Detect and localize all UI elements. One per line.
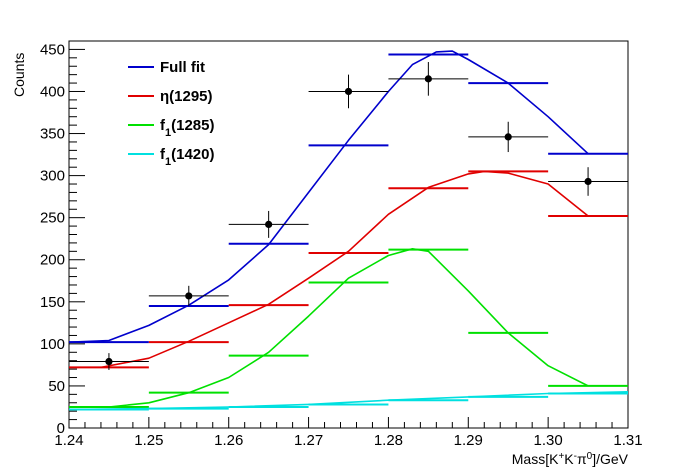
x-tick-label: 1.25: [134, 432, 163, 449]
data-point: [424, 75, 432, 83]
data-points-layer: [69, 62, 628, 370]
data-point: [344, 87, 353, 96]
y-axis-title: Counts: [11, 53, 27, 97]
y-tick-label: 150: [40, 294, 65, 311]
y-tick-label: 250: [40, 210, 65, 227]
x-tick-label: 1.27: [294, 432, 323, 449]
x-tick-label: 1.29: [454, 432, 483, 449]
x-tick-label: 1.26: [214, 432, 243, 449]
y-tick-label: 400: [40, 83, 65, 100]
y-tick-label: 450: [40, 41, 65, 58]
data-point: [185, 292, 193, 300]
y-tick-label: 50: [48, 378, 65, 395]
fit-curve-f1-1420-: [68, 391, 629, 411]
data-point: [584, 177, 592, 186]
legend-label: η(1295): [160, 88, 213, 105]
data-point: [265, 220, 273, 229]
legend-label: f1(1420): [160, 146, 214, 168]
fit-curve-full-fit: [68, 50, 589, 343]
fit-curve-f1-1285-: [69, 248, 589, 408]
x-tick-label: 1.24: [54, 432, 83, 449]
data-point: [105, 357, 113, 366]
data-point: [504, 133, 512, 141]
y-tick-label: 100: [40, 336, 65, 353]
legend: Full fit η(1295) f1(1285) f1(1420): [128, 59, 214, 168]
y-tick-label: 350: [40, 126, 65, 143]
axes-layer: 1.24 1.25 1.26 1.27 1.28 1.29 1.30 1.31 0 50 100 15…: [40, 40, 643, 449]
fit-curve--1295-: [100, 170, 589, 369]
x-tick-label: 1.30: [534, 432, 563, 449]
y-tick-label: 0: [57, 420, 65, 437]
legend-label: Full fit: [160, 59, 205, 76]
x-axis-title: Mass[K+K-π0]/GeV: [512, 451, 629, 468]
legend-label: f1(1285): [160, 117, 214, 139]
y-tick-label: 300: [40, 168, 65, 185]
x-tick-label: 1.31: [613, 432, 642, 449]
x-tick-label: 1.28: [374, 432, 403, 449]
y-tick-label: 200: [40, 252, 65, 269]
series-layer: [68, 50, 629, 411]
